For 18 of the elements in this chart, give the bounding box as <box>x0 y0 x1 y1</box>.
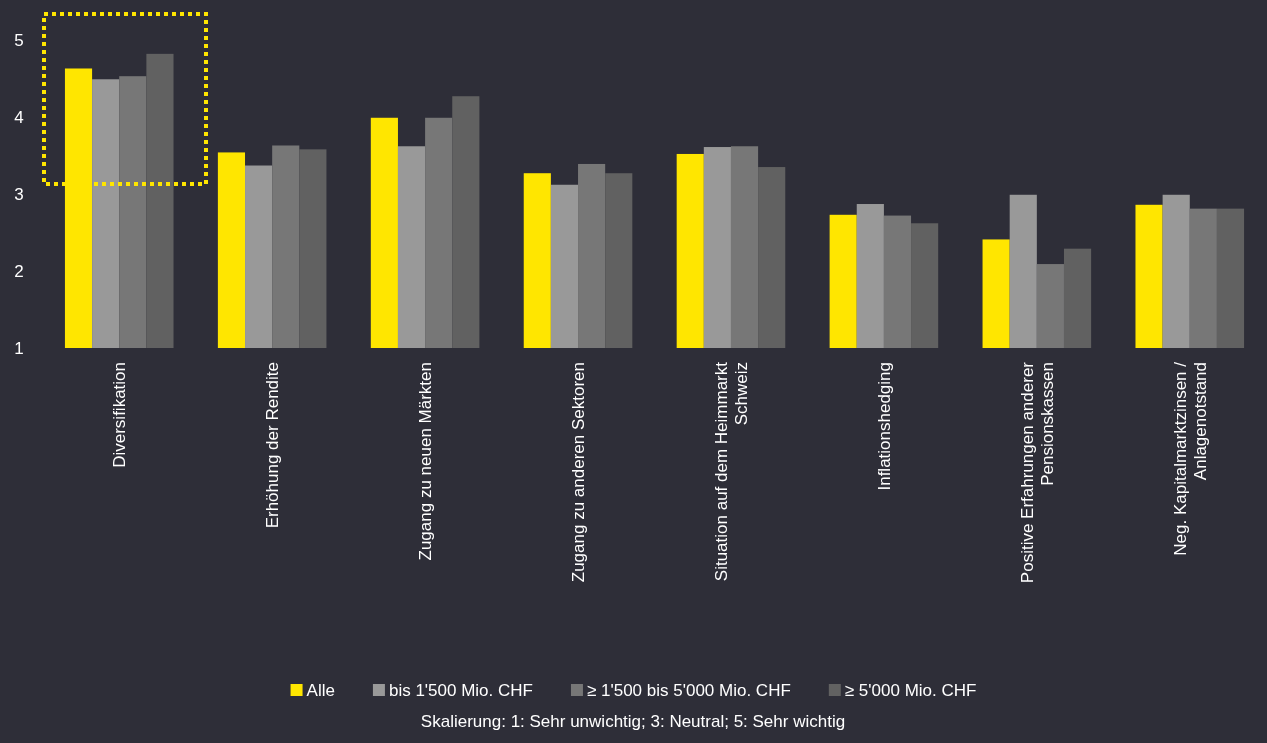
y-tick-label: 1 <box>14 338 24 358</box>
x-tick-label: Zugang zu neuen Märkten <box>416 362 436 561</box>
legend-label: ≥ 5'000 Mio. CHF <box>844 681 977 700</box>
y-tick-label: 2 <box>14 261 24 281</box>
x-tick-label: Positive Erfahrungen anderer Pensionskassen <box>1017 361 1057 584</box>
x-tick-label: Erhöhung der Rendite <box>263 362 283 529</box>
x-tick-label: Zugang zu anderen Sektoren <box>569 362 589 583</box>
y-tick-label: 4 <box>14 107 24 127</box>
y-tick-label: 5 <box>14 30 24 50</box>
x-tick-label: Neg. Kapitalmarktzinsen / Anlagenotstand <box>1170 361 1210 556</box>
y-tick-label: 3 <box>14 184 24 204</box>
legend-label: bis 1'500 Mio. CHF <box>388 681 533 700</box>
text: Skalierung: 1: Sehr unwichtig; 3: Neutral; 5: Sehr wichtig <box>420 712 846 731</box>
legend-label: ≥ 1'500 bis 5'000 Mio. CHF <box>586 681 791 700</box>
x-tick-label: Inflationshedging <box>874 362 894 491</box>
legend-label: Alle <box>306 681 335 700</box>
x-tick-label: Situation auf dem Heimmarkt Schweiz <box>711 361 751 582</box>
x-tick-label: Diversifikation <box>110 362 130 468</box>
